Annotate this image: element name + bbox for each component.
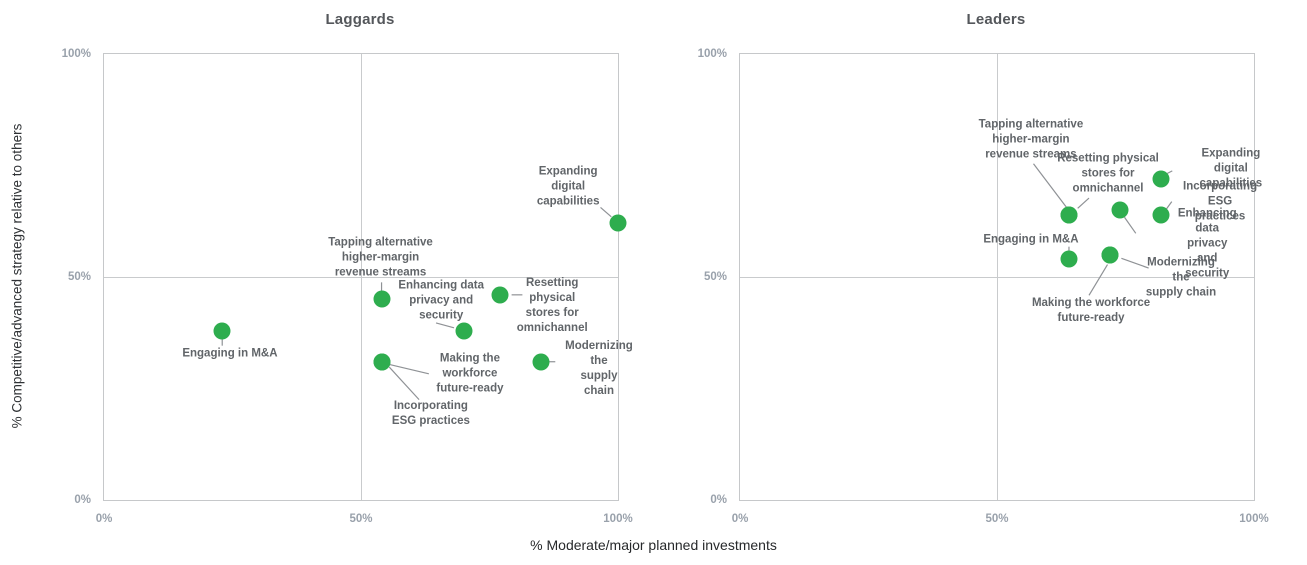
x-axis-title: % Moderate/major planned investments xyxy=(530,537,777,553)
x-tick-50: 50% xyxy=(985,513,1009,525)
point-label: Modernizing the supply chain xyxy=(1145,256,1217,299)
leader-line xyxy=(389,363,429,375)
gridline-horizontal-50 xyxy=(104,277,618,278)
point-label: Incorporating ESG practices xyxy=(391,399,470,427)
leader-line xyxy=(1077,197,1090,209)
y-tick-0: 0% xyxy=(74,494,91,506)
data-point xyxy=(373,290,391,308)
point-label: Engaging in M&A xyxy=(182,347,278,360)
x-tick-50: 50% xyxy=(349,513,373,525)
data-point xyxy=(491,286,509,304)
point-label: Expanding digital capabilities xyxy=(536,165,600,208)
data-point xyxy=(455,322,473,340)
y-tick-100: 100% xyxy=(61,48,91,60)
point-label: Enhancing data privacy and security xyxy=(398,279,484,322)
data-point xyxy=(1101,246,1119,264)
point-label: Tapping alternative higher-margin revenu… xyxy=(328,236,433,279)
leader-line xyxy=(388,366,420,401)
data-point xyxy=(213,322,231,340)
point-label: Making the workforce future-ready xyxy=(436,352,504,395)
data-point xyxy=(1060,206,1078,224)
point-label: Expanding digital capabilities xyxy=(1199,147,1263,190)
x-tick-100: 100% xyxy=(603,513,633,525)
leader-line xyxy=(1123,216,1137,234)
point-label: Resetting physical stores for omnichanne… xyxy=(516,276,588,334)
leader-line xyxy=(435,322,455,329)
y-axis-title: % Competitive/advanced strategy relative… xyxy=(9,123,25,429)
data-point xyxy=(1111,201,1129,219)
plot-leaders: 100% 50% 0% 0% 50% 100% Tapping alternat… xyxy=(698,48,1269,525)
gridline-horizontal-50 xyxy=(740,277,1254,278)
panel-title-leaders: Leaders xyxy=(966,11,1026,28)
point-label: Enhancing data privacy and security xyxy=(1177,207,1237,280)
point-label: Engaging in M&A xyxy=(983,233,1079,246)
y-tick-50: 50% xyxy=(703,271,727,283)
x-tick-100: 100% xyxy=(1239,513,1269,525)
x-tick-0: 0% xyxy=(731,513,749,525)
point-label: Resetting physical stores for omnichanne… xyxy=(1057,152,1159,195)
leader-line xyxy=(600,206,612,218)
plot-laggards: 100% 50% 0% 0% 50% 100% Engaging in M&A T… xyxy=(62,48,633,525)
data-point xyxy=(373,353,391,371)
panel-title-laggards: Laggards xyxy=(325,11,395,28)
y-tick-0: 0% xyxy=(710,494,727,506)
point-label: Modernizing the supply chain xyxy=(565,339,633,397)
point-label: Tapping alternative higher-margin revenu… xyxy=(978,118,1084,161)
data-point xyxy=(1152,170,1170,188)
data-point xyxy=(609,214,627,232)
x-tick-0: 0% xyxy=(95,513,113,525)
y-tick-50: 50% xyxy=(67,271,91,283)
point-label: Making the workforce future-ready xyxy=(1031,296,1151,324)
point-label: Incorporating ESG practices xyxy=(1183,180,1258,223)
data-point xyxy=(1152,206,1170,224)
y-tick-100: 100% xyxy=(697,48,727,60)
data-point xyxy=(1060,250,1078,268)
leader-line xyxy=(1088,264,1109,296)
data-point xyxy=(532,353,550,371)
